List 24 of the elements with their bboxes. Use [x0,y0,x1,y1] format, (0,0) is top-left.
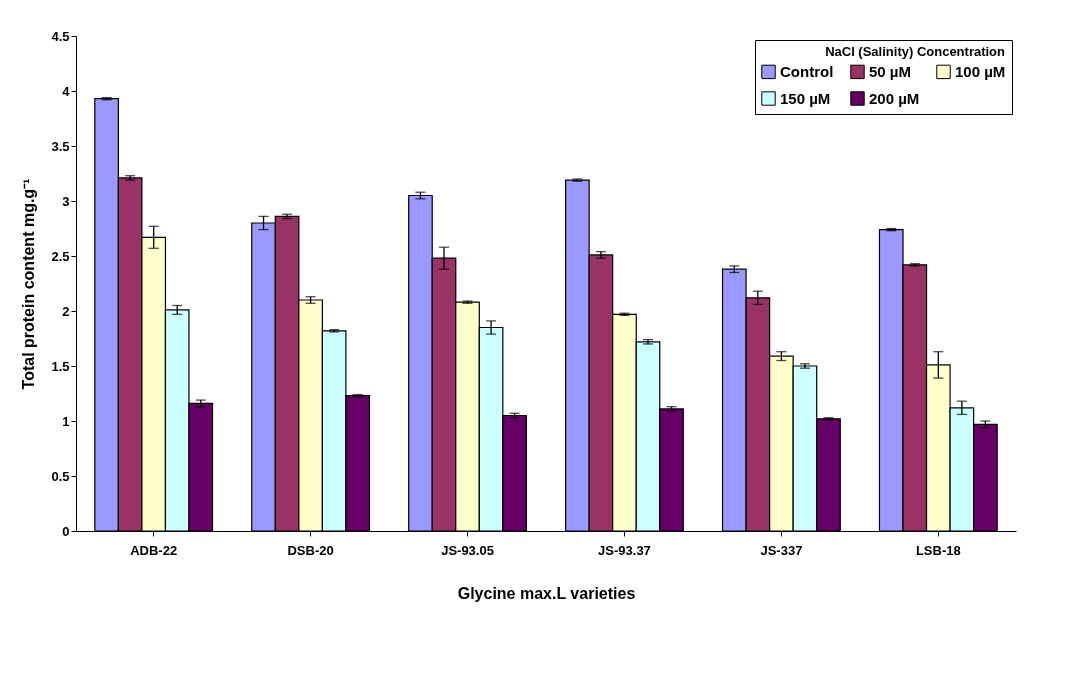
legend-label: Control [780,62,834,80]
x-axis-title: Glycine max.L varieties [457,584,636,602]
y-tick-label: 4.5 [51,28,70,44]
legend-title: NaCl (Salinity) Concentration [825,44,1006,59]
y-tick-label: 2 [62,303,70,319]
y-tick-label: 1 [62,413,70,429]
legend-label: 100 µM [955,62,1006,80]
y-tick-label: 4 [62,83,71,99]
x-tick-label: LSB-18 [915,542,961,558]
y-tick-label: 2.5 [51,248,70,264]
y-tick-label: 1.5 [51,358,70,374]
legend-label: 50 µM [869,62,911,80]
y-axis-title: Total protein content mg.g⁻¹ [20,178,38,390]
x-tick-label: DSB-20 [287,542,334,558]
y-tick-label: 0.5 [51,468,70,484]
y-tick-label: 3.5 [51,138,70,154]
y-tick-label: 0 [62,523,70,539]
x-tick-label: ADB-22 [130,542,178,558]
x-tick-label: JS-93.05 [441,542,494,558]
legend-label: 200 µM [869,89,920,107]
y-tick-label: 3 [62,193,70,209]
legend-label: 150 µM [780,89,831,107]
x-tick-label: JS-93.37 [598,542,651,558]
x-tick-label: JS-337 [760,542,803,558]
